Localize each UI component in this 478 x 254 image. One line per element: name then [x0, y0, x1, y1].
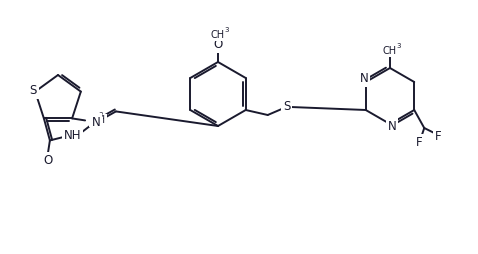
Text: CH: CH: [211, 30, 225, 40]
Text: N: N: [91, 116, 100, 129]
Text: CH: CH: [383, 46, 397, 56]
Text: S: S: [30, 84, 37, 97]
Text: O: O: [43, 154, 53, 167]
Text: F: F: [416, 135, 423, 149]
Text: N: N: [359, 72, 368, 86]
Text: O: O: [213, 39, 223, 52]
Text: N: N: [388, 119, 396, 133]
Text: 3: 3: [224, 27, 228, 33]
Text: NH: NH: [64, 129, 82, 142]
Text: CH: CH: [91, 115, 105, 125]
Text: F: F: [435, 130, 442, 142]
Text: 3: 3: [396, 43, 401, 49]
Text: 3: 3: [98, 113, 103, 118]
Text: S: S: [283, 101, 291, 114]
